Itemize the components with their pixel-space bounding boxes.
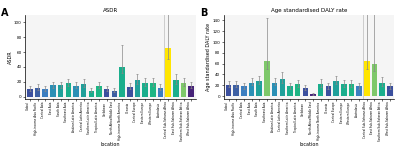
Bar: [356, 86, 362, 96]
Bar: [27, 89, 33, 97]
Bar: [88, 91, 94, 97]
Bar: [166, 48, 171, 97]
Bar: [142, 83, 148, 97]
Bar: [349, 84, 354, 96]
Text: B: B: [200, 8, 207, 18]
Bar: [249, 83, 254, 96]
Bar: [333, 81, 339, 96]
Bar: [35, 88, 40, 97]
Text: A: A: [2, 8, 9, 18]
Bar: [256, 81, 262, 96]
Bar: [50, 85, 56, 97]
Bar: [73, 86, 79, 97]
Bar: [379, 83, 385, 96]
Bar: [104, 89, 110, 97]
Bar: [372, 64, 377, 96]
Title: Age standardised DALY rate: Age standardised DALY rate: [271, 8, 347, 13]
Bar: [364, 61, 370, 96]
Bar: [81, 84, 86, 97]
Bar: [158, 88, 163, 97]
Bar: [150, 83, 156, 97]
Bar: [135, 80, 140, 97]
Bar: [295, 84, 300, 96]
Bar: [387, 86, 393, 96]
Bar: [127, 87, 132, 97]
Bar: [96, 86, 102, 97]
Bar: [264, 61, 270, 96]
Bar: [188, 86, 194, 97]
Bar: [326, 86, 331, 96]
Bar: [302, 88, 308, 96]
Bar: [112, 91, 117, 97]
Bar: [287, 86, 293, 96]
Bar: [310, 94, 316, 96]
Y-axis label: ASDR: ASDR: [8, 50, 13, 64]
Bar: [241, 86, 247, 96]
Bar: [181, 83, 186, 97]
Bar: [318, 84, 324, 96]
X-axis label: location: location: [300, 142, 319, 147]
Bar: [272, 83, 277, 96]
X-axis label: location: location: [101, 142, 120, 147]
Y-axis label: Age standardised DALY rate: Age standardised DALY rate: [206, 23, 211, 91]
Bar: [58, 85, 63, 97]
Bar: [234, 85, 239, 96]
Bar: [42, 89, 48, 97]
Bar: [173, 80, 179, 97]
Bar: [66, 83, 71, 97]
Bar: [341, 84, 346, 96]
Bar: [280, 79, 285, 96]
Bar: [119, 67, 125, 97]
Bar: [226, 85, 231, 96]
Title: ASDR: ASDR: [103, 8, 118, 13]
